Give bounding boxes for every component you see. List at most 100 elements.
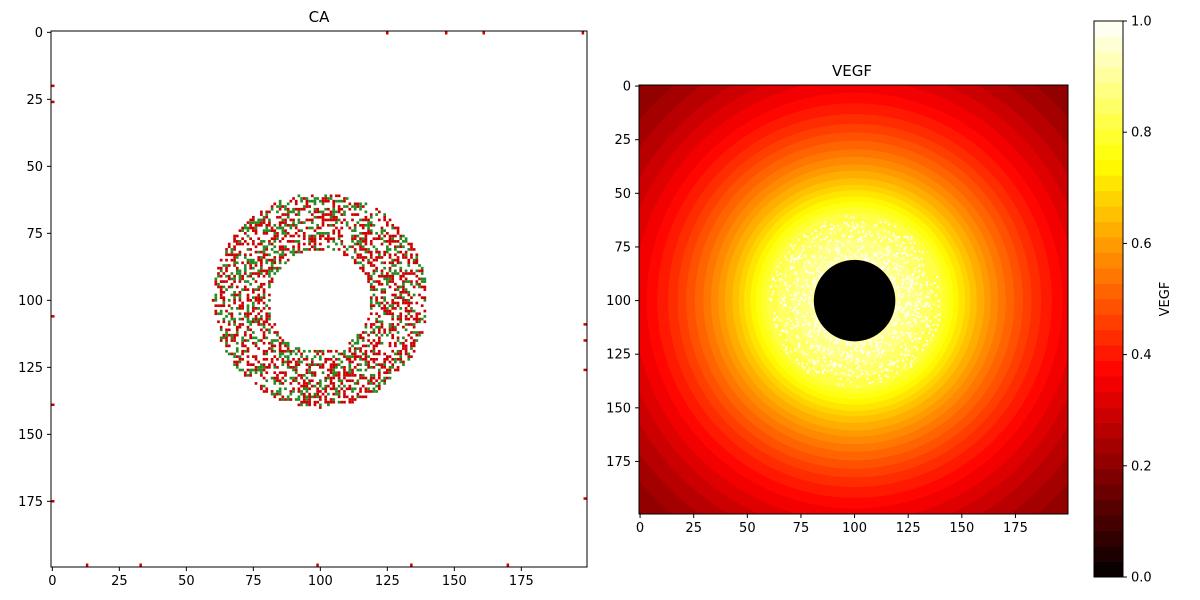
- vegf-speckle-dot: [806, 322, 809, 325]
- ca-cell: [412, 323, 416, 326]
- vegf-speckle-dot: [829, 352, 832, 355]
- ca-cell: [407, 352, 411, 356]
- vegf-speckle-dot: [799, 253, 802, 256]
- ca-cell: [418, 277, 421, 281]
- ca-cell: [294, 366, 298, 369]
- vegf-speckle-dot: [921, 263, 924, 266]
- ca-cell: [369, 307, 373, 310]
- ca-cell: [246, 360, 250, 364]
- ca-cell: [276, 210, 279, 214]
- ca-cell: [214, 277, 218, 281]
- ca-cell: [308, 349, 311, 353]
- ca-cell: [254, 336, 258, 340]
- ca-cell: [254, 357, 258, 361]
- ca-cell: [276, 250, 279, 254]
- ca-cell: [383, 234, 386, 238]
- vegf-speckle-dot: [898, 308, 900, 311]
- ca-cell: [407, 242, 411, 246]
- ca-cell: [254, 368, 258, 372]
- ca-cell: [276, 374, 279, 377]
- vegf-speckle-dot: [829, 337, 832, 340]
- ca-cell: [305, 199, 309, 203]
- ca-cell: [327, 223, 330, 227]
- ca-cell: [230, 277, 234, 281]
- ca-cell: [233, 253, 236, 257]
- vegf-speckle-dot: [808, 367, 811, 370]
- ca-cell: [254, 221, 258, 224]
- ca-cell: [300, 199, 303, 203]
- ca-cell: [321, 221, 325, 224]
- vegf-speckle-dot: [850, 216, 852, 219]
- ca-cell: [329, 371, 333, 375]
- ca-cell: [337, 400, 341, 404]
- vegf-speckle-dot: [936, 275, 939, 278]
- ca-cell: [249, 266, 252, 270]
- vegf-speckle-dot: [831, 363, 834, 366]
- ca-cell: [351, 400, 354, 404]
- ca-cell: [310, 384, 314, 388]
- ca-cell: [356, 347, 360, 350]
- ca-cell: [380, 301, 384, 305]
- ca-cell: [418, 285, 421, 289]
- ca-cell: [423, 296, 427, 299]
- ca-cell: [369, 213, 373, 216]
- vegf-x-axis: 0 25 50 75 100 125 150 175: [636, 514, 1028, 536]
- ca-cell: [265, 253, 269, 257]
- ca-cell: [396, 256, 400, 259]
- ca-cell: [383, 218, 386, 222]
- ca-cell: [391, 363, 395, 366]
- ca-cell: [367, 250, 370, 254]
- ca-cell: [377, 363, 381, 366]
- vegf-speckle-dot: [857, 250, 859, 253]
- ca-cell: [273, 344, 277, 348]
- ca-cell: [233, 299, 236, 302]
- ca-cell: [297, 398, 301, 401]
- ca-cell: [410, 282, 413, 286]
- vegf-speckle-dot: [901, 257, 904, 260]
- ca-cell: [404, 344, 408, 348]
- ca-cell: [243, 374, 247, 377]
- vegf-speckle-dot: [906, 238, 909, 241]
- ca-cell: [246, 274, 250, 278]
- ca-cell: [294, 398, 298, 401]
- ca-cell: [356, 240, 360, 243]
- ca-cell: [238, 277, 242, 281]
- ca-cell: [273, 250, 277, 254]
- ca-edge-mark: [583, 368, 587, 372]
- ca-cell: [257, 285, 261, 289]
- ca-edge-mark: [386, 31, 389, 35]
- ca-cell: [412, 341, 416, 345]
- ca-cell: [388, 269, 392, 273]
- x-tick-label: 100: [308, 574, 333, 589]
- vegf-speckle-dot: [848, 235, 851, 238]
- ca-cell: [337, 357, 341, 361]
- ca-cell: [281, 232, 285, 235]
- vegf-speckle-dot: [817, 346, 820, 349]
- ca-cell: [353, 250, 357, 254]
- ca-cell: [394, 264, 397, 267]
- ca-cell: [313, 207, 317, 211]
- vegf-speckle-dot: [874, 361, 877, 363]
- ca-cell: [380, 232, 384, 235]
- ca-cell: [225, 264, 228, 267]
- ca-cell: [292, 221, 295, 224]
- vegf-speckle-dot: [812, 281, 815, 284]
- ca-cell: [302, 387, 306, 391]
- vegf-speckle-dot: [822, 357, 825, 360]
- vegf-speckle-dot: [808, 335, 811, 338]
- ca-cell: [367, 382, 370, 385]
- ca-cell: [235, 349, 239, 353]
- vegf-speckle-dot: [866, 353, 869, 356]
- vegf-speckle-dot: [837, 249, 840, 252]
- ca-cell: [345, 253, 349, 257]
- ca-cell: [292, 207, 295, 211]
- ca-cell: [377, 374, 381, 377]
- vegf-speckle-dot: [890, 362, 893, 365]
- vegf-speckle-dot: [901, 252, 903, 255]
- ca-cell: [377, 325, 381, 329]
- ca-cell: [235, 293, 239, 297]
- vegf-speckle-dot: [926, 325, 929, 328]
- ca-cell: [361, 331, 365, 334]
- vegf-speckle-dot: [882, 266, 885, 269]
- vegf-speckle-dot: [910, 307, 913, 310]
